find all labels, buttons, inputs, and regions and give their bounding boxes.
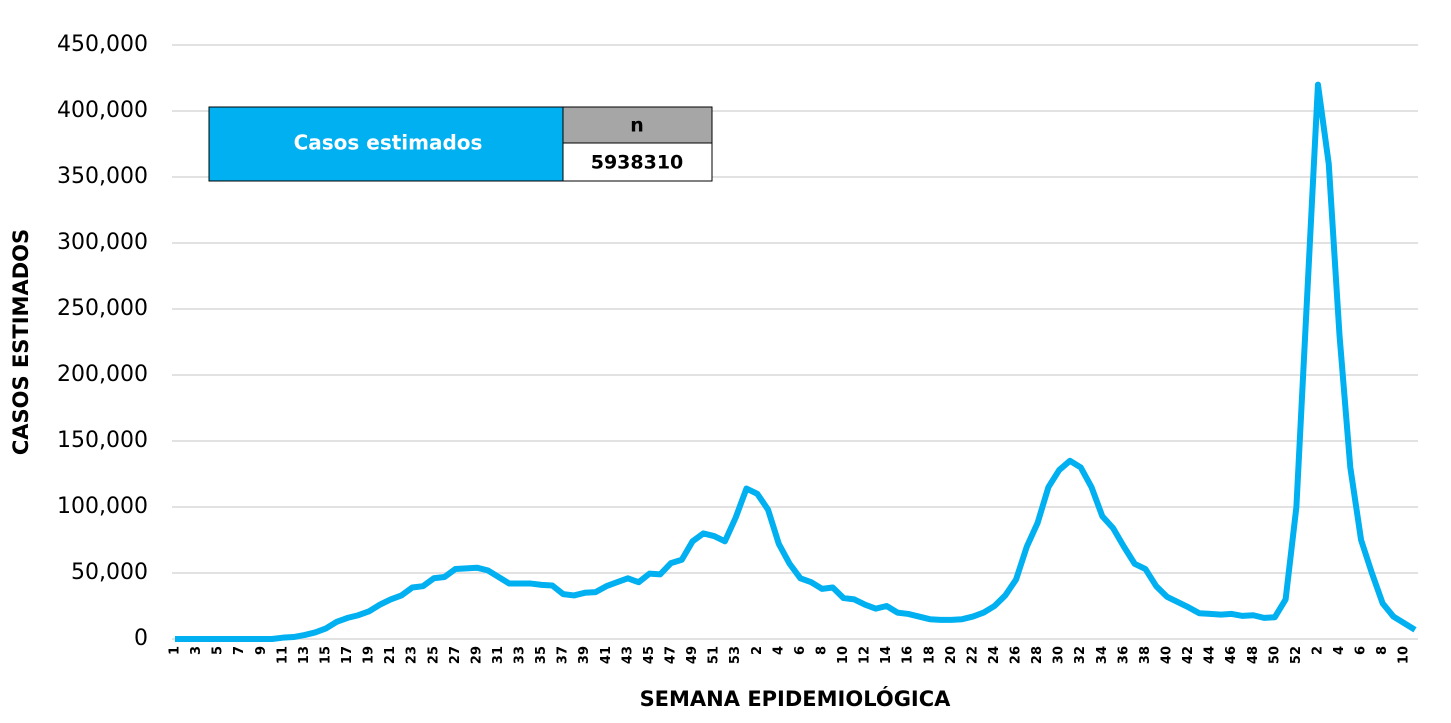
x-tick-label: 16: [901, 646, 916, 664]
x-tick-label: 44: [1203, 646, 1218, 664]
x-tick-label: 37: [556, 646, 571, 664]
y-tick-label: 300,000: [57, 230, 148, 255]
x-tick-label: 53: [728, 646, 743, 664]
x-tick-label: 39: [577, 646, 592, 664]
x-tick-label: 2: [1310, 646, 1325, 655]
x-tick-label: 5: [211, 646, 226, 655]
x-tick-label: 4: [1332, 646, 1347, 655]
value-cell: [562, 142, 713, 182]
y-tick-label: 150,000: [57, 428, 148, 453]
label-cell: [208, 106, 564, 182]
x-tick-label: 33: [513, 646, 528, 664]
x-tick-label: 23: [405, 646, 420, 664]
y-tick-label: 0: [134, 626, 148, 651]
x-tick-label: 15: [318, 646, 333, 664]
x-tick-label: 46: [1224, 646, 1239, 664]
x-tick-label: 29: [469, 646, 484, 664]
x-tick-label: 22: [965, 646, 980, 664]
x-tick-label: 7: [232, 646, 247, 655]
x-tick-label: 41: [599, 646, 614, 664]
x-tick-label: 2: [750, 646, 765, 655]
x-tick-label: 43: [620, 646, 635, 664]
x-tick-label: 26: [1009, 646, 1024, 664]
x-tick-label: 31: [491, 646, 506, 664]
y-tick-label: 350,000: [57, 164, 148, 189]
x-tick-label: 6: [1354, 646, 1369, 655]
x-tick-label: 38: [1138, 646, 1153, 664]
x-tick-label: 48: [1246, 646, 1261, 664]
header-cell: [562, 106, 713, 144]
y-tick-label: 100,000: [57, 494, 148, 519]
x-tick-label: 4: [771, 646, 786, 655]
x-tick-label: 34: [1095, 646, 1110, 664]
summary-header: n: [630, 115, 644, 137]
data-line: [175, 81, 1417, 642]
x-tick-label: 42: [1181, 646, 1196, 664]
x-tick-label: 11: [275, 646, 290, 664]
y-axis-title: CASOS ESTIMADOS: [9, 229, 33, 455]
x-tick-label: 1: [168, 646, 183, 655]
x-tick-label: 28: [1030, 646, 1045, 664]
x-tick-label: 3: [189, 646, 204, 655]
x-tick-label: 9: [254, 646, 269, 655]
x-tick-label: 36: [1116, 646, 1131, 664]
x-tick-label: 20: [944, 646, 959, 664]
y-tick-label: 200,000: [57, 362, 148, 387]
x-tick-label: 24: [987, 646, 1002, 664]
x-tick-label: 8: [1375, 646, 1390, 655]
x-tick-label: 51: [707, 646, 722, 664]
x-tick-label: 45: [642, 646, 657, 664]
y-tick-label: 400,000: [57, 98, 148, 123]
summary-label: Casos estimados: [294, 131, 483, 155]
x-tick-label: 52: [1289, 646, 1304, 664]
x-tick-label: 25: [426, 646, 441, 664]
x-tick-label: 14: [879, 646, 894, 664]
x-tick-label: 40: [1160, 646, 1175, 664]
x-tick-label: 21: [383, 646, 398, 664]
x-tick-label: 49: [685, 646, 700, 664]
x-tick-label: 30: [1052, 646, 1067, 664]
summary-value: 5938310: [591, 152, 684, 174]
x-tick-label: 18: [922, 646, 937, 664]
x-tick-label: 13: [297, 646, 312, 664]
x-tick-label: 35: [534, 646, 549, 664]
x-tick-label: 8: [814, 646, 829, 655]
x-axis-title: SEMANA EPIDEMIOLÓGICA: [640, 686, 952, 711]
x-tick-label: 10: [1397, 646, 1412, 664]
y-tick-label: 450,000: [57, 32, 148, 57]
x-tick-label: 19: [362, 646, 377, 664]
x-tick-label: 32: [1073, 646, 1088, 664]
x-tick-label: 50: [1267, 646, 1282, 664]
y-tick-label: 250,000: [57, 296, 148, 321]
x-tick-label: 12: [858, 646, 873, 664]
x-tick-label: 10: [836, 646, 851, 664]
x-tick-label: 27: [448, 646, 463, 664]
x-tick-label: 47: [664, 646, 679, 664]
summary-table: Casos estimados n 5938310: [208, 106, 713, 182]
x-tick-label: 17: [340, 646, 355, 664]
x-tick-label: 6: [793, 646, 808, 655]
y-tick-label: 50,000: [71, 560, 148, 585]
